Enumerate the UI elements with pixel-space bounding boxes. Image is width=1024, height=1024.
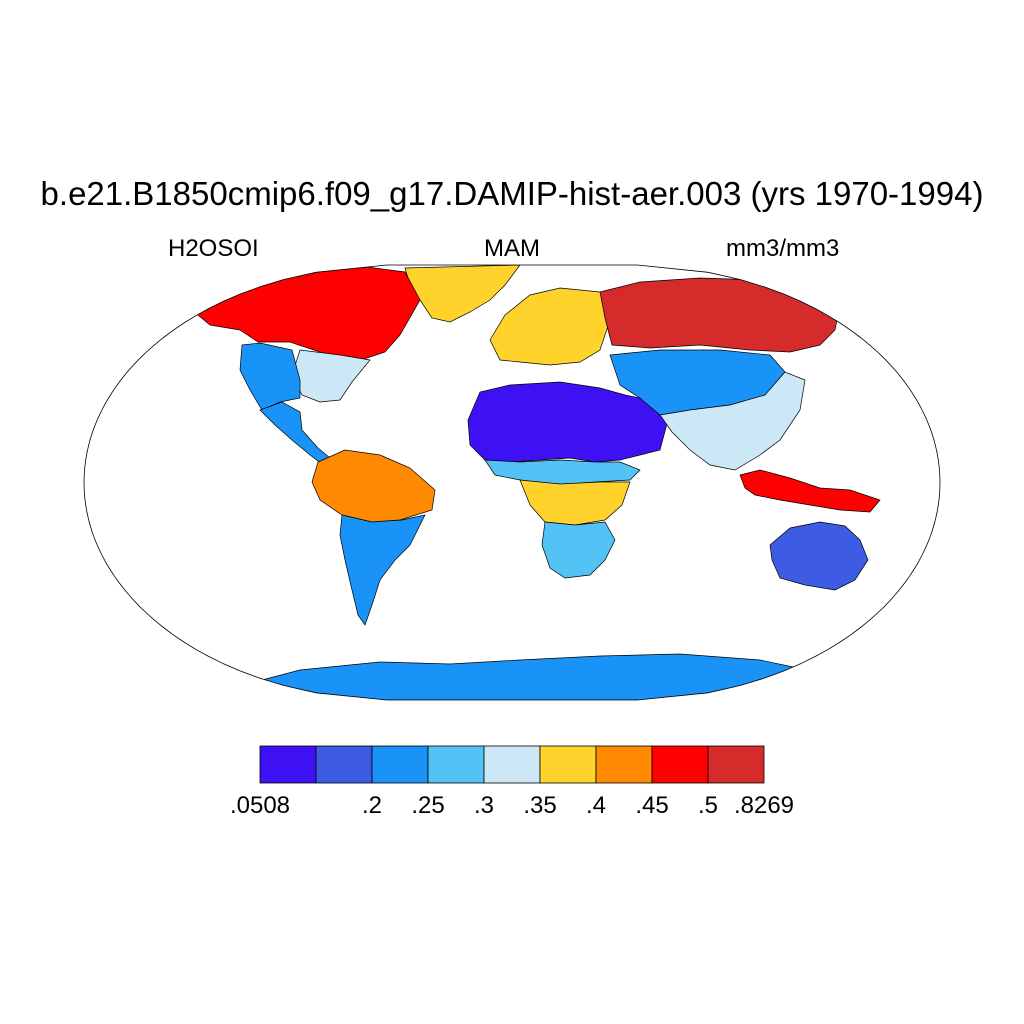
region-europe [489, 287, 611, 366]
map-title: b.e21.B1850cmip6.f09_g17.DAMIP-hist-aer.… [40, 175, 984, 212]
region-western-us [239, 342, 301, 411]
colorbar-label: .8269 [734, 792, 794, 819]
colorbar-labels: .0508 .2 .25 .3 .35 .4 .45 .5 .8269 [230, 792, 794, 819]
colorbar-box [651, 745, 709, 784]
region-amazon [311, 449, 436, 523]
colorbar-label: .3 [474, 792, 494, 819]
colorbar-label: .45 [635, 792, 668, 819]
variable-label: H2OSOI [168, 235, 259, 262]
colorbar-label: .35 [523, 792, 556, 819]
colorbar-box [707, 745, 765, 784]
colorbar-label: .2 [362, 792, 382, 819]
colorbar-box [427, 745, 485, 784]
region-maritime [739, 469, 881, 513]
colorbar-box [483, 745, 541, 784]
colorbar-box [371, 745, 429, 784]
colorbar-label: .25 [411, 792, 444, 819]
region-australia [769, 521, 869, 591]
region-southern-africa [541, 521, 616, 579]
colorbar-box [595, 745, 653, 784]
units-label: mm3/mm3 [726, 235, 840, 262]
region-sahel [484, 459, 641, 486]
region-siberia [599, 277, 841, 353]
colorbar-label: .0508 [230, 792, 290, 819]
region-south-east-asia [659, 371, 806, 471]
colorbar-label: .4 [586, 792, 606, 819]
colorbar-label: .5 [698, 792, 718, 819]
season-label: MAM [484, 235, 540, 262]
region-andes [339, 514, 426, 626]
colorbar-box [315, 745, 373, 784]
colorbar-box [259, 745, 317, 784]
colorbar-boxes [259, 745, 765, 784]
globe-outline [83, 264, 941, 701]
colorbar-box [539, 745, 597, 784]
region-antarctica [261, 653, 799, 700]
region-central-africa [519, 479, 631, 526]
